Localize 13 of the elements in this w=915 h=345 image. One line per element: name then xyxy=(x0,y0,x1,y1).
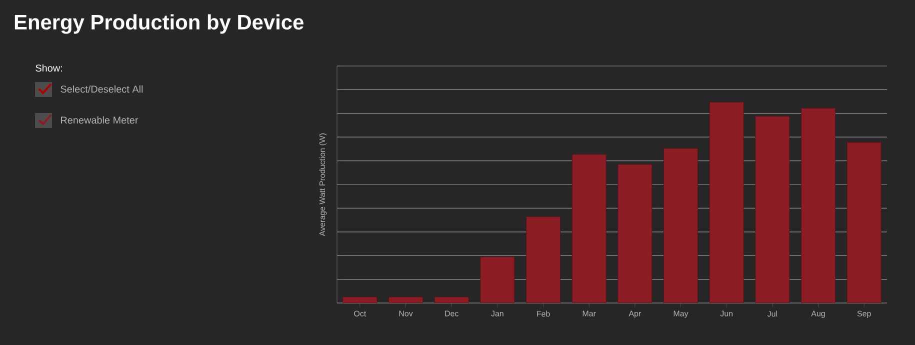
bar xyxy=(709,102,744,303)
bar xyxy=(480,256,515,303)
bar xyxy=(618,164,652,303)
bar xyxy=(801,108,836,303)
text: Select/Deselect All xyxy=(60,85,143,93)
bar xyxy=(846,142,882,303)
bar xyxy=(572,154,606,303)
bar xyxy=(755,116,790,303)
legend-label: Renewable Meter xyxy=(61,116,138,124)
bar xyxy=(526,216,560,303)
text: Energy Production by Device xyxy=(14,14,304,34)
bar xyxy=(664,148,698,303)
legend-title: Show: xyxy=(36,64,62,72)
